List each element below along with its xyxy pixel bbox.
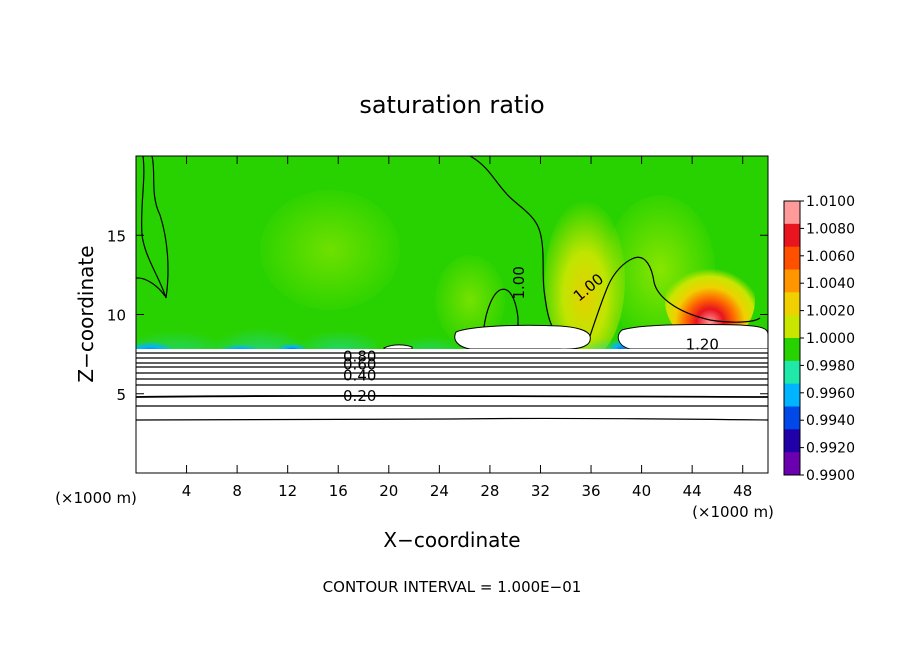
colorbar-swatch — [784, 292, 800, 316]
contour-labels: 1.00 1.001.200.800.600.400.20 — [343, 266, 719, 405]
colorbar-label: 1.0100 — [806, 194, 855, 210]
x-tick-label: 8 — [232, 482, 242, 500]
x-axis: 4 8 12 16 20 24 28 32 36 40 44 48 — [182, 156, 752, 500]
cloud-region — [454, 324, 591, 350]
x-tick-label: 48 — [733, 482, 752, 500]
x-tick-label: 36 — [581, 482, 600, 500]
field-plume — [260, 190, 400, 310]
colorbar-label: 1.0040 — [806, 276, 855, 292]
colorbar-label: 0.9980 — [806, 358, 855, 374]
colorbar-label: 0.9940 — [806, 413, 855, 429]
x-tick-label: 32 — [531, 482, 550, 500]
colorbar-swatch — [784, 269, 800, 293]
x-tick-label: 28 — [480, 482, 499, 500]
colorbar-swatch — [784, 246, 800, 270]
colorbar-label: 1.0080 — [806, 221, 855, 237]
y-axis-label: Z−coordinate — [74, 245, 98, 382]
x-tick-label: 44 — [683, 482, 702, 500]
field-plume — [435, 255, 505, 345]
y-tick-label: 5 — [116, 386, 126, 404]
contour-label: 0.20 — [343, 387, 376, 405]
y-tick-label: 15 — [107, 227, 126, 245]
colorbar-label: 1.0060 — [806, 249, 855, 265]
x-axis-label: X−coordinate — [383, 528, 520, 552]
y-axis: 5 10 15 — [107, 227, 768, 404]
x-unit-left: (×1000 m) — [55, 489, 137, 507]
contour-interval-note: CONTOUR INTERVAL = 1.000E−01 — [323, 578, 582, 596]
x-unit-right: (×1000 m) — [692, 503, 774, 521]
colorbar-swatch — [784, 452, 800, 476]
contour-label: 0.40 — [343, 367, 376, 385]
colorbar-swatch — [784, 223, 800, 248]
cloud-region — [617, 324, 768, 350]
colorbar-label: 0.9960 — [806, 386, 855, 402]
colorbar-label: 1.0000 — [806, 331, 855, 347]
colorbar-label: 0.9920 — [806, 441, 855, 457]
colorbar-swatch — [784, 360, 800, 385]
x-tick-label: 12 — [278, 482, 297, 500]
colorbar-swatch — [784, 383, 800, 407]
contour-lines — [136, 156, 768, 421]
field-plume — [545, 200, 625, 360]
colorbar-swatch — [784, 429, 800, 453]
contour-label: 1.00 — [510, 266, 528, 299]
colorbar-swatch — [784, 338, 800, 362]
colorbar-swatch — [784, 201, 800, 225]
x-tick-label: 16 — [329, 482, 348, 500]
y-tick-label: 10 — [107, 307, 126, 325]
contour-label: 0.80 — [343, 348, 376, 366]
colorbar-swatch — [784, 315, 800, 339]
x-tick-label: 24 — [430, 482, 449, 500]
plot-area — [136, 156, 768, 473]
contour-label: 0.60 — [343, 355, 376, 373]
x-tick-label: 20 — [379, 482, 398, 500]
x-tick-label: 40 — [632, 482, 651, 500]
chart-title: saturation ratio — [359, 91, 544, 119]
colorbar-swatch — [784, 406, 800, 430]
contour-label: 1.20 — [686, 336, 719, 354]
colorbar: 1.0100 1.0080 1.0060 1.0040 1.0020 1.0000 0.99… — [783, 194, 855, 484]
lower-domain — [136, 349, 768, 473]
x-tick-label: 4 — [182, 482, 192, 500]
colorbar-label: 0.9900 — [806, 468, 855, 484]
cloud-region — [383, 344, 413, 350]
colorbar-label: 1.0020 — [806, 304, 855, 320]
